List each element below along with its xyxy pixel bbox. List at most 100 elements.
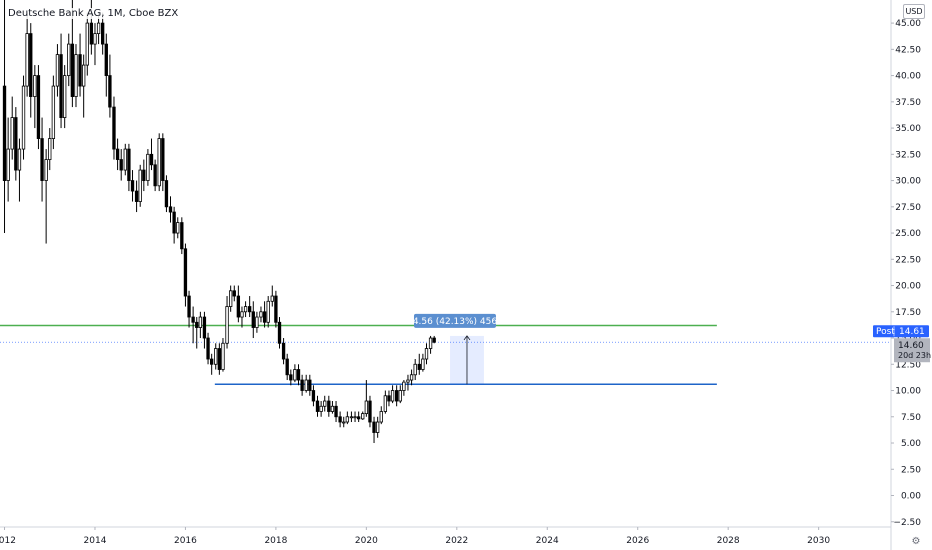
candle-body-up [93,33,97,45]
candle [375,416,380,438]
candle-body-up [361,413,365,420]
candle-body-down [115,148,120,160]
candle-body-up [21,85,26,150]
candle-body-down [112,106,116,150]
candle-body-down [217,348,222,370]
candle [187,290,191,328]
candle [308,374,312,396]
y-tick-label: 35.00 [895,124,921,134]
candle [74,44,78,108]
candle [300,374,304,396]
candle [428,335,433,354]
candle-body-up [228,290,233,307]
candle-body-up [270,295,274,302]
candle [36,65,41,150]
price-axis[interactable]: 45.00 42.50 40.00 37.50 35.00 32.50 30.00 27.50… [891,19,921,528]
candle [108,54,112,118]
candle [157,133,161,192]
candle-body-down [195,321,199,328]
candle [315,395,320,417]
candle-body-down [432,337,436,343]
post-price-badge[interactable]: Post 14.61 [873,325,929,338]
candle [390,385,395,404]
candle-body-up [25,33,29,87]
post-badge-value: 14.61 [899,327,925,337]
candle [334,401,338,423]
candle [82,54,86,118]
candle [304,374,308,393]
candle-body-down [277,321,282,344]
measure-tool[interactable]: 4.56 (42.13%) 456 [413,313,498,385]
candle [195,317,199,349]
candle [285,353,289,381]
currency-button[interactable]: USD [903,4,925,19]
measure-label: 4.56 (42.13%) 456 [413,317,498,327]
candle [138,164,142,207]
candle [25,12,29,97]
candle-body-up [349,416,354,419]
candle-body-up [51,85,56,139]
candle-body-down [334,405,338,418]
candle [210,353,214,375]
y-tick-label: 22.50 [895,255,921,265]
candle [402,380,406,396]
candle [183,243,188,307]
candle [247,296,252,318]
candle [387,390,391,407]
candle [361,411,365,420]
candle [130,170,135,202]
candle-body-down [311,390,316,402]
candle [206,332,210,365]
candle-body-up [293,369,297,381]
candle [383,390,388,414]
candle-body-down [315,400,320,412]
y-tick-label: 12.50 [895,360,921,370]
candle-body-down [101,22,105,45]
candle [255,311,259,333]
y-tick-label: 5.00 [901,439,921,449]
candle-body-up [221,342,225,370]
candle [277,317,282,349]
candle-body-up [44,159,48,181]
candles [2,0,436,444]
candle-body-down [300,379,304,391]
candle-body-up [198,316,203,328]
y-tick-label: 0.00 [901,492,921,502]
candle [202,311,207,349]
candle-body-down [104,43,108,76]
candle-body-up [428,337,433,349]
candle [115,138,120,171]
x-tick-label: 2028 [717,536,740,546]
candle-body-down [168,206,173,213]
last-price-value: 14.60 [898,341,924,351]
candle-body-up [138,169,142,202]
candle-body-up [266,300,270,323]
candle [421,353,425,372]
candle [134,180,139,213]
settings-gear-icon[interactable]: ⚙ [911,535,921,547]
candle-body-up [259,311,263,318]
candle [63,65,67,129]
candle-body-up [146,153,150,181]
candle-body-down [289,374,293,381]
candle-body-up [214,348,218,365]
candle [240,306,244,328]
y-tick-label: 7.50 [901,413,921,423]
chart-title: Deutsche Bank AG, 1M, Cboe BZX [6,8,181,19]
candle [243,301,248,318]
y-tick-label: 2.50 [901,465,921,475]
candle-body-down [262,311,267,323]
candle [221,338,225,372]
candle-body-up [48,138,52,160]
candle-body-down [236,295,241,318]
candle-body-down [134,190,139,202]
time-axis[interactable]: 2012 2014 2016 2018 2020 2022 2024 2026 2028 2030 [0,527,830,546]
candle-body-up [323,400,327,407]
candle [29,23,33,118]
candle [232,285,236,302]
candle-body-up [176,222,180,234]
candle-body-down [2,85,7,181]
